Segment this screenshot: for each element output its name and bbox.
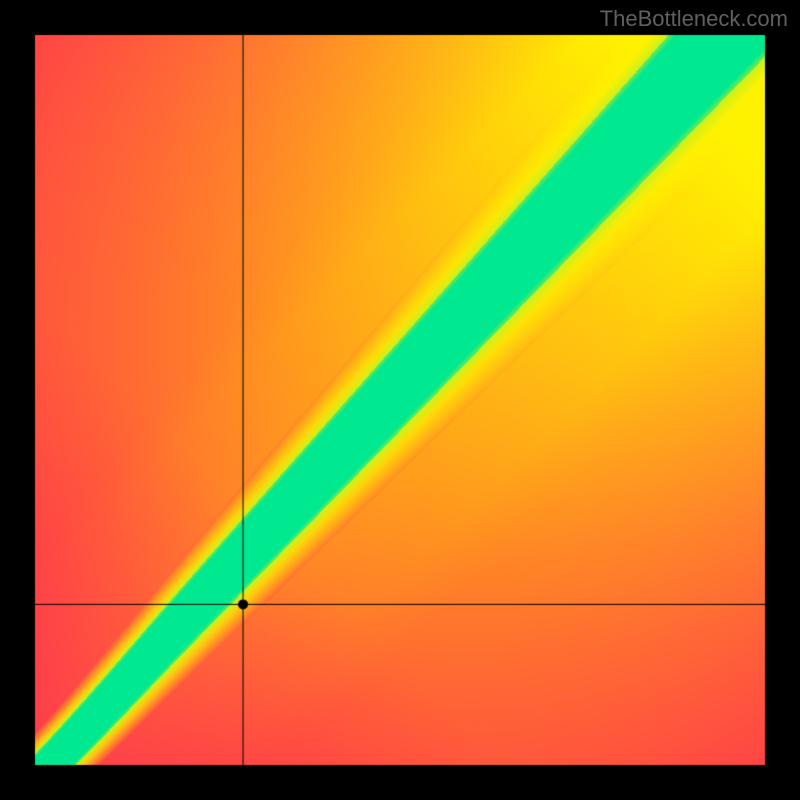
chart-container: TheBottleneck.com bbox=[0, 0, 800, 800]
bottleneck-heatmap bbox=[0, 0, 800, 800]
watermark-text: TheBottleneck.com bbox=[600, 6, 788, 32]
